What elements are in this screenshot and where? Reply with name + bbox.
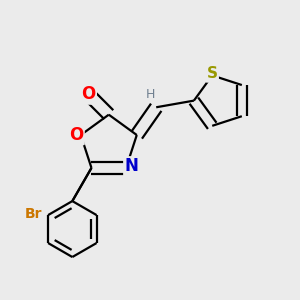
Text: N: N: [124, 158, 138, 175]
Text: H: H: [146, 88, 155, 101]
Text: O: O: [69, 126, 83, 144]
Text: O: O: [81, 85, 96, 103]
Text: S: S: [207, 67, 218, 82]
Text: Br: Br: [25, 207, 42, 220]
